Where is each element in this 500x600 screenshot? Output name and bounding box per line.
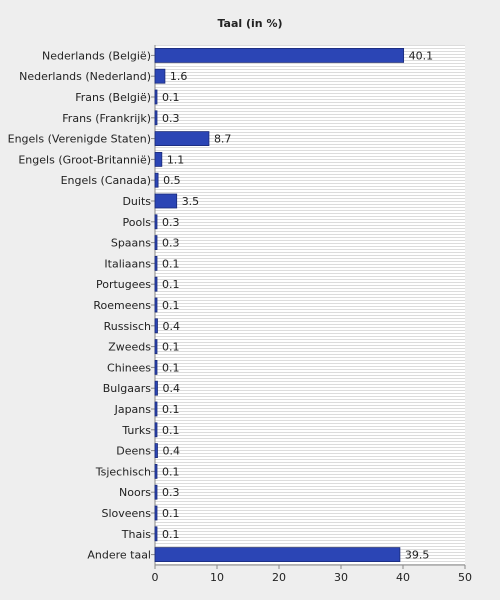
- bar: [154, 422, 158, 438]
- y-tick-label: Frans (Frankrijk): [62, 112, 151, 125]
- x-tick-label: 20: [272, 571, 286, 584]
- value-label: 0.4: [162, 320, 180, 333]
- bar: [154, 214, 158, 230]
- bar: [154, 484, 158, 500]
- y-tick-label: Turks: [121, 424, 151, 437]
- value-label: 0.3: [162, 486, 180, 499]
- value-label: 0.1: [162, 465, 180, 478]
- value-label: 0.1: [162, 278, 180, 291]
- y-tick-label: Frans (België): [75, 91, 151, 104]
- y-tick-label: Spaans: [111, 237, 151, 250]
- value-label: 0.3: [162, 237, 180, 250]
- bar: [154, 526, 158, 542]
- value-label: 3.5: [182, 195, 200, 208]
- y-tick-label: Noors: [119, 486, 151, 499]
- x-tick-label: 30: [334, 571, 348, 584]
- value-label: 0.1: [162, 528, 180, 541]
- bar: [154, 505, 158, 521]
- x-tick-label: 50: [458, 571, 472, 584]
- y-tick-label: Japans: [114, 403, 152, 416]
- value-label: 0.3: [162, 112, 180, 125]
- y-tick-label: Chinees: [107, 361, 151, 374]
- bar: [154, 380, 158, 396]
- bar: [154, 443, 158, 459]
- y-tick-label: Sloveens: [101, 507, 151, 520]
- y-tick-label: Portugees: [96, 278, 151, 291]
- y-tick-label: Bulgaars: [103, 382, 152, 395]
- y-tick-label: Roemeens: [93, 299, 151, 312]
- y-tick-label: Thais: [121, 528, 151, 541]
- value-label: 0.1: [162, 361, 180, 374]
- bar: [154, 297, 158, 313]
- bar: [154, 193, 178, 209]
- y-tick-label: Engels (Verenigde Staten): [8, 133, 151, 146]
- value-label: 0.3: [162, 216, 180, 229]
- bar: [154, 68, 166, 84]
- bar: [154, 318, 158, 334]
- y-tick-label: Duits: [122, 195, 151, 208]
- value-label: 0.1: [162, 257, 180, 270]
- y-tick-label: Engels (Groot-Britannië): [18, 153, 151, 166]
- value-label: 0.1: [162, 341, 180, 354]
- y-tick-label: Zweeds: [108, 341, 151, 354]
- bar: [154, 463, 158, 479]
- y-tick-label: Tsjechisch: [95, 465, 151, 478]
- value-label: 0.4: [162, 382, 180, 395]
- value-label: 0.1: [162, 299, 180, 312]
- plot-area: [155, 45, 465, 565]
- value-label: 0.1: [162, 91, 180, 104]
- bar: [154, 110, 158, 126]
- value-label: 1.1: [167, 153, 185, 166]
- bar: [154, 401, 158, 417]
- bar: [154, 172, 159, 188]
- y-tick-label: Nederlands (België): [42, 49, 151, 62]
- bar: [154, 359, 158, 375]
- y-tick-label: Pools: [123, 216, 152, 229]
- value-label: 0.4: [162, 445, 180, 458]
- value-label: 0.1: [162, 507, 180, 520]
- y-tick-label: Russisch: [104, 320, 151, 333]
- y-tick-label: Deens: [116, 445, 151, 458]
- bar: [154, 89, 158, 105]
- bar: [154, 547, 401, 562]
- bar: [154, 131, 210, 147]
- bar: [154, 235, 158, 251]
- bar: [154, 48, 405, 63]
- value-label: 0.1: [162, 424, 180, 437]
- x-tick-label: 40: [396, 571, 410, 584]
- bar: [154, 339, 158, 355]
- bar: [154, 276, 158, 292]
- y-tick-label: Andere taal: [87, 549, 151, 562]
- y-tick-label: Italiaans: [104, 257, 151, 270]
- value-label: 0.1: [162, 403, 180, 416]
- value-label: 1.6: [170, 70, 188, 83]
- value-label: 8.7: [214, 133, 232, 146]
- y-tick-label: Engels (Canada): [61, 174, 151, 187]
- chart-title: Taal (in %): [217, 17, 282, 30]
- value-label: 40.1: [409, 49, 434, 62]
- bar: [154, 255, 158, 271]
- y-tick-label: Nederlands (Nederland): [19, 70, 151, 83]
- bar: [154, 151, 163, 167]
- x-tick-label: 0: [152, 571, 159, 584]
- value-label: 0.5: [163, 174, 181, 187]
- x-tick-label: 10: [210, 571, 224, 584]
- value-label: 39.5: [405, 549, 430, 562]
